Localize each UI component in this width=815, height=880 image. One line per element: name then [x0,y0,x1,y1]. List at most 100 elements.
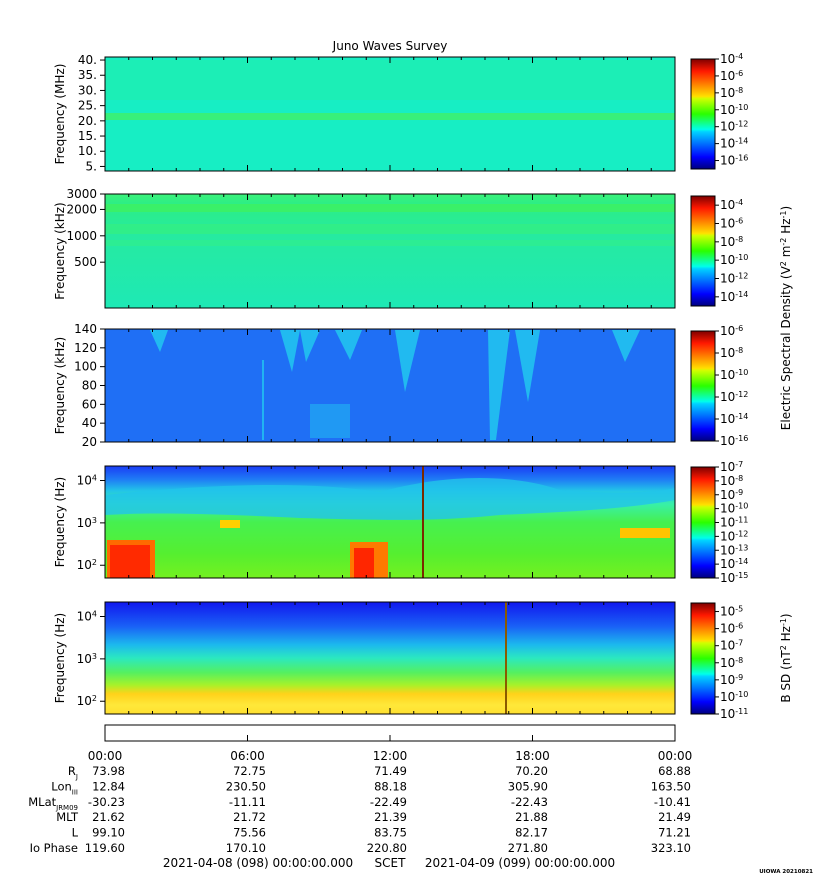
colorbar-tick-base: 10 [720,434,735,448]
colorbar-tick-exp: -12 [735,529,748,538]
emission-burst-5 [395,330,420,392]
y-tick-label-exp: 2 [92,694,97,703]
colorbar-tick-label-lfr-b: 10-9 [720,672,743,687]
y-tick-label-hfr-low: 2000 [66,202,97,216]
emission-burst-3 [300,330,320,362]
y-tick-label-lfr-high: 60 [82,397,97,411]
ephemeris-row-label-main: Lon [51,779,72,793]
y-axis-label-lfr-high: Frequency (kHz) [53,337,67,434]
panel-hfr-low-band-1200khz [105,224,675,234]
panel-lfr-b-spike-1 [505,602,507,714]
ephemeris-value: 220.80 [367,841,407,855]
colorbar-tick-label-lfr-b: 10-8 [720,655,743,670]
panel-lfr-high-background [105,329,675,442]
colorbar-label-magnetic-sup1: 2 [779,645,788,650]
ephemeris-axis [104,724,676,742]
colorbar-tick-label-hfr-high: 10-12 [720,119,748,134]
ephemeris-value: -11.11 [229,795,266,809]
colorbar-tick-exp: -14 [735,412,748,421]
ephemeris-row-label-main: R [68,764,76,778]
colorbar-tick-exp: -12 [735,271,748,280]
panel-hfr-low-band-900khz [105,240,675,246]
colorbar-label-electric-prefix: Electric Spectral Density (V [779,265,793,430]
y-tick-label-hfr-low: 1000 [66,229,97,243]
colorbar-tick-exp: -10 [735,102,748,111]
colorbar-tick-label-hfr-low: 10-14 [720,289,748,304]
ephemeris-value: 230.50 [226,779,266,793]
y-tick-label-base: 10 [77,474,92,488]
y-tick-label-exp: 4 [92,609,97,618]
colorbar-tick-base: 10 [720,217,735,231]
colorbar-tick-exp: -6 [735,68,743,77]
panel-hfr-high-upper-tint [105,60,675,100]
colorbar-tick-base: 10 [720,571,735,585]
colorbar-tick-exp: -6 [735,216,743,225]
colorbar-tick-base: 10 [720,120,735,134]
ephemeris-value: 75.56 [233,826,266,840]
ephemeris-value: 323.10 [651,841,691,855]
y-tick-label-hfr-high: 5. [86,159,97,173]
colorbar-tick-base: 10 [720,502,735,516]
y-axis-label-lfr-e: Frequency (Hz) [53,477,67,568]
colorbar-tick-exp: -14 [735,289,748,298]
colorbar-gradient-hfr-low [690,195,716,307]
colorbar-label-magnetic-end: ) [779,613,793,618]
ephemeris-row-label: MLT [56,810,79,824]
ephemeris-value: -10.41 [654,795,691,809]
warm-patch-2 [620,528,670,538]
colorbar-tick-label-lfr-b: 10-10 [720,689,748,704]
y-tick-label-hfr-low: 3000 [66,187,97,201]
colorbar-tick-base: 10 [720,622,735,636]
colorbar-tick-exp: -14 [735,136,748,145]
axes-hfr-high: 5.10.15.20.25. 30.35.40. Frequency (MHz) [53,53,676,173]
colorbar-tick-label-hfr-low: 10-6 [720,216,743,231]
ephemeris-value: 271.80 [508,841,548,855]
ephemeris-value: 68.88 [658,764,691,778]
y-tick-label-hfr-high: 25. [78,99,97,113]
y-tick-label-hfr-high: 40. [78,53,97,67]
colorbar-tick-label-hfr-low: 10-12 [720,271,748,286]
colorbar-tick-base: 10 [720,460,735,474]
ephemeris-row-label: LonIII [51,779,78,796]
colorbar-tick-label-lfr-high: 10-6 [720,324,743,339]
colorbar-tick-exp: -10 [735,689,748,698]
colorbar-tick-exp: -9 [735,487,743,496]
ephemeris-value: 21.39 [374,810,407,824]
ephemeris-table: RJ 73.98 72.75 71.49 70.20 68.88 LonIII 12.84 23… [28,764,691,855]
colorbar-label-magnetic: B SD (nT2 Hz-1) [779,613,794,702]
colorbar-tick-base: 10 [720,137,735,151]
colorbar-gradient-lfr-e [690,466,716,579]
colorbar-tick-exp: -10 [735,501,748,510]
ephemeris-value: 21.49 [658,810,691,824]
ephemeris-value: 305.90 [508,779,548,793]
colorbar-tick-base: 10 [720,253,735,267]
ephemeris-value: 72.75 [233,764,266,778]
footer-end: 2021-04-09 (099) 00:00:00.000 [425,856,615,870]
panel-hfr-low-band-2000khz [105,204,675,212]
ephemeris-row-label-sub: J [75,773,78,781]
y-tick-label-lfr-b: 104 [77,609,97,624]
colorbar-tick-base: 10 [720,368,735,382]
colorbar-tick-label-lfr-e: 10-11 [720,515,748,530]
colorbar-tick-label-lfr-e: 10-10 [720,501,748,516]
y-tick-label-hfr-high: 35. [78,68,97,82]
colorbar-tick-exp: -16 [735,434,748,443]
colorbar-tick-exp: -14 [735,557,748,566]
colorbar-tick-label-lfr-high: 10-10 [720,368,748,383]
colorbar-tick-exp: -12 [735,119,748,128]
emission-burst-6 [488,330,510,440]
ephemeris-value: 163.50 [651,779,691,793]
colorbar-tick-base: 10 [720,690,735,704]
colorbar-tick-exp: -8 [735,655,743,664]
ephemeris-value: 12.84 [92,779,125,793]
y-axis-label-hfr-low: Frequency (kHz) [53,202,67,299]
colorbar-tick-label-lfr-e: 10-12 [720,529,748,544]
colorbar-tick-exp: -12 [735,390,748,399]
colorbar-tick-label-hfr-high: 10-8 [720,85,743,100]
ephemeris-row-label-main: L [72,826,79,840]
colorbar-tick-exp: -16 [735,153,748,162]
colorbar-tick-base: 10 [720,272,735,286]
x-tick-label: 00:00 [88,749,123,763]
